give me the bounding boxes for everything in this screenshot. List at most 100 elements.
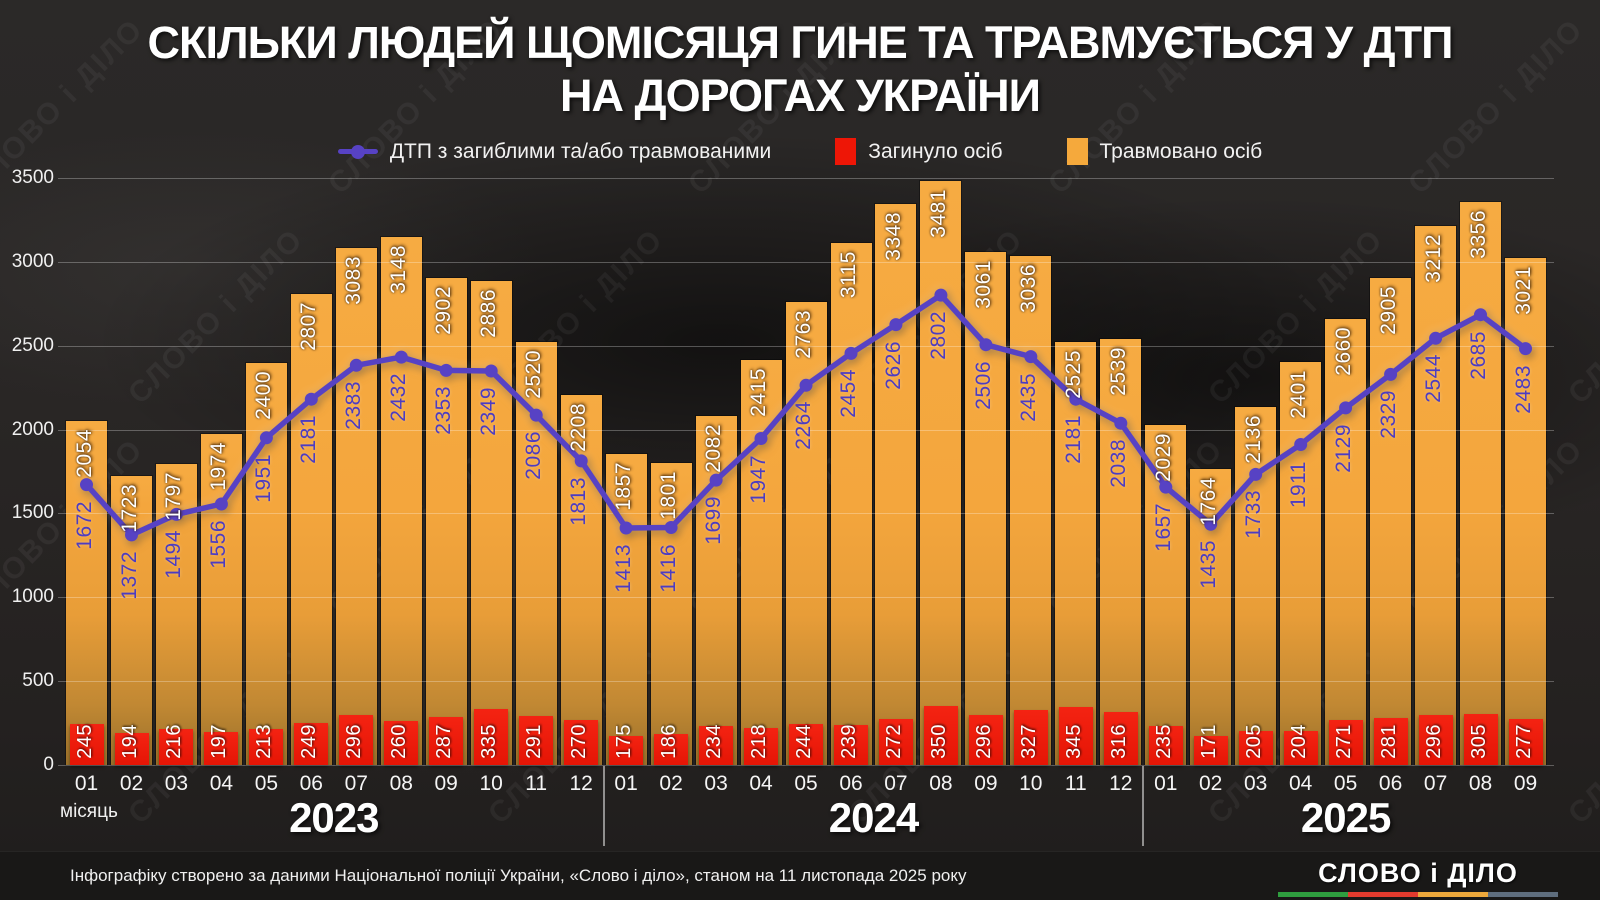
month-label: 03 — [1244, 772, 1268, 795]
legend-label-killed: Загинуло осіб — [868, 139, 1003, 163]
line-marker — [1384, 367, 1398, 381]
line-marker — [529, 408, 543, 422]
accidents-value-label: 2038 — [1106, 439, 1130, 488]
injured-value-label: 1801 — [657, 470, 681, 520]
line-marker — [1024, 350, 1038, 364]
footer: Інфографіку створено за даними Національ… — [0, 851, 1600, 900]
killed-value-label: 186 — [658, 724, 681, 759]
injured-value-label: 3356 — [1466, 210, 1490, 259]
bar-injured — [920, 181, 962, 765]
injured-value-label: 3036 — [1016, 263, 1040, 313]
accidents-value-label: 1657 — [1151, 503, 1175, 552]
killed-value-label: 197 — [208, 724, 231, 759]
bar-injured — [1370, 277, 1412, 765]
injured-value-label: 2400 — [252, 370, 276, 420]
line-marker — [889, 318, 903, 332]
line-marker — [574, 454, 588, 468]
month-label: 01 — [74, 772, 99, 795]
bar-killed — [69, 723, 104, 765]
killed-value-label: 235 — [1152, 724, 1175, 759]
x-axis-label: місяць — [60, 801, 118, 822]
bar-injured — [66, 420, 107, 765]
gridline — [58, 513, 1554, 515]
bar-killed — [1328, 719, 1363, 765]
killed-value-label: 249 — [298, 724, 321, 759]
injured-value-label: 3212 — [1421, 234, 1445, 284]
line-marker — [304, 392, 318, 406]
bar-killed — [744, 728, 778, 765]
killed-value-label: 287 — [433, 724, 456, 759]
underline-segment-green — [1278, 892, 1348, 897]
bar-killed — [429, 716, 464, 765]
killed-value-label: 244 — [793, 724, 815, 759]
injured-value-label: 3083 — [342, 255, 366, 305]
line-marker — [1204, 517, 1218, 531]
month-label: 03 — [704, 772, 728, 795]
injured-value-label: 2415 — [747, 368, 770, 417]
killed-value-label: 350 — [927, 724, 950, 759]
bar-injured — [200, 433, 242, 765]
bar-injured — [740, 360, 782, 765]
line-marker — [1519, 342, 1532, 356]
injured-value-label: 2660 — [1331, 326, 1355, 376]
accidents-value-label: 2483 — [1511, 364, 1535, 414]
month-label: 01 — [1154, 772, 1178, 795]
line-marker — [1294, 438, 1308, 451]
bar-killed — [789, 724, 823, 765]
killed-value-label: 345 — [1062, 724, 1085, 759]
y-tick-label: 1000 — [11, 586, 54, 608]
month-label: 02 — [119, 772, 144, 795]
year-label: 2023 — [289, 794, 379, 841]
legend-item-accidents: ДТП з загиблими та/або травмованими — [337, 140, 771, 164]
bar-killed — [1238, 730, 1273, 765]
month-label: 08 — [929, 772, 953, 795]
injured-value-label: 2902 — [432, 286, 456, 336]
killed-value-label: 271 — [1332, 724, 1355, 759]
accidents-value-label: 1435 — [1196, 540, 1220, 590]
underline-segment-yellow — [1418, 892, 1488, 897]
bar-killed — [699, 725, 734, 765]
injured-value-label: 2082 — [702, 423, 726, 473]
month-label: 05 — [254, 772, 279, 795]
red-square-icon — [835, 138, 857, 165]
accidents-value-label: 2086 — [522, 431, 546, 480]
bar-injured — [425, 278, 467, 765]
accidents-value-label: 2383 — [342, 381, 366, 431]
line-marker — [1429, 331, 1443, 345]
legend-item-killed: Загинуло осіб — [835, 138, 1003, 165]
gridline — [58, 765, 1554, 766]
bar-killed — [159, 728, 194, 765]
accidents-value-label: 2454 — [837, 369, 860, 419]
accidents-value-label: 2802 — [926, 311, 950, 360]
killed-value-label: 270 — [568, 724, 591, 759]
killed-value-label: 194 — [118, 724, 141, 759]
bar-injured — [830, 242, 872, 765]
bar-killed — [1508, 718, 1543, 765]
bar-killed — [1148, 725, 1183, 765]
line-marker — [259, 431, 273, 445]
killed-value-label: 281 — [1377, 724, 1400, 759]
killed-value-label: 296 — [343, 724, 366, 759]
line-marker — [1249, 467, 1263, 481]
injured-value-label: 3115 — [837, 250, 860, 298]
month-label: 08 — [1468, 772, 1493, 795]
killed-value-label: 216 — [163, 724, 186, 759]
accidents-value-label: 1699 — [702, 496, 726, 545]
bar-killed — [968, 715, 1003, 765]
month-label: 06 — [1378, 772, 1403, 795]
bar-killed — [1058, 707, 1093, 765]
accidents-value-label: 2181 — [1061, 415, 1085, 464]
underline-segment-gray — [1488, 892, 1558, 897]
bar-killed — [294, 723, 329, 765]
month-label: 07 — [884, 772, 908, 795]
month-label: 09 — [974, 772, 998, 795]
killed-value-label: 316 — [1107, 724, 1130, 759]
gridline — [58, 597, 1554, 599]
accidents-value-label: 1911 — [1286, 460, 1310, 508]
underline-segment-red — [1348, 892, 1418, 897]
injured-value-label: 2401 — [1286, 370, 1310, 420]
month-label: 02 — [659, 772, 683, 795]
bar-injured — [1280, 362, 1322, 765]
month-label: 01 — [614, 772, 638, 795]
killed-value-label: 296 — [972, 724, 995, 759]
